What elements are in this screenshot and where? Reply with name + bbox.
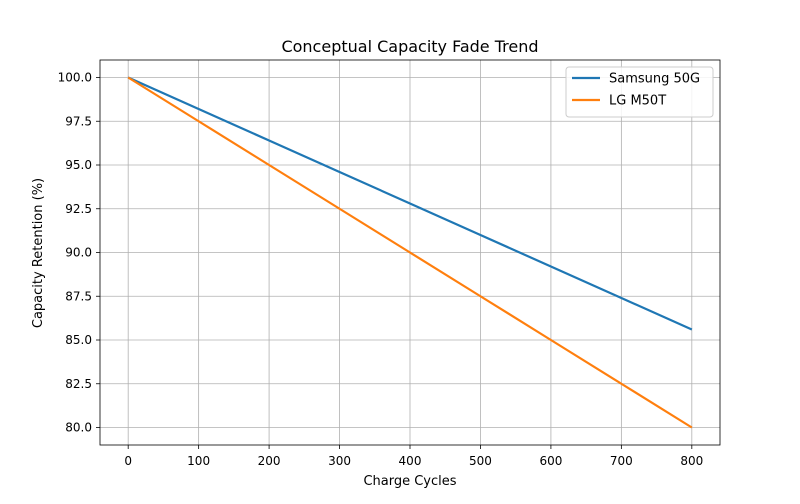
x-tick-label: 800 [680, 454, 703, 468]
y-tick-label: 92.5 [65, 202, 92, 216]
series-layer [127, 76, 693, 429]
legend-label: LG M50T [609, 94, 666, 109]
series-line-1 [127, 76, 693, 331]
y-tick-label: 97.5 [65, 114, 92, 128]
y-axis-label: Capacity Retention (%) [31, 178, 46, 328]
series-line-2 [127, 76, 693, 429]
legend: Samsung 50G LG M50T [565, 66, 714, 118]
x-tick-label: 600 [539, 454, 562, 468]
y-tick-label: 100.0 [58, 71, 92, 85]
y-tick-label: 82.5 [65, 377, 92, 391]
x-tick-label: 300 [328, 454, 351, 468]
legend-label: Samsung 50G [609, 72, 700, 87]
y-axis-ticks: 80.0 82.5 85.0 87.5 90.0 92.5 95.0 97.5 100.0 [58, 71, 100, 435]
x-tick-label: 100 [187, 454, 210, 468]
x-axis-label: Charge Cycles [363, 474, 456, 489]
x-axis-ticks: 0 100 200 300 400 500 600 700 800 [124, 445, 703, 468]
x-tick-label: 200 [258, 454, 281, 468]
x-tick-label: 0 [124, 454, 132, 468]
y-tick-label: 80.0 [65, 421, 92, 435]
legend-box [565, 66, 714, 118]
chart-title: Conceptual Capacity Fade Trend [281, 37, 538, 56]
x-tick-label: 700 [610, 454, 633, 468]
y-tick-label: 87.5 [65, 289, 92, 303]
y-tick-label: 85.0 [65, 333, 92, 347]
x-tick-label: 400 [399, 454, 422, 468]
y-tick-label: 95.0 [65, 158, 92, 172]
y-tick-label: 90.0 [65, 246, 92, 260]
x-tick-label: 500 [469, 454, 492, 468]
